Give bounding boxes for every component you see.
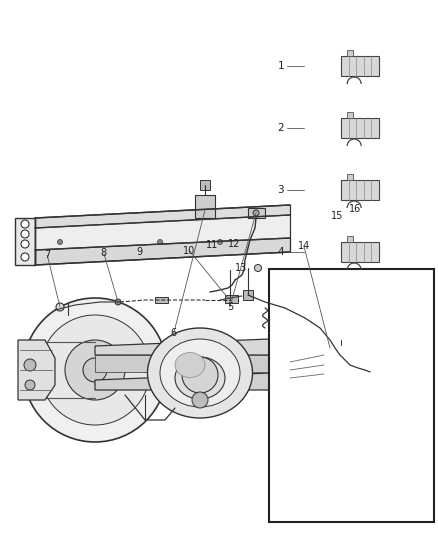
Circle shape xyxy=(350,375,380,405)
Text: 8: 8 xyxy=(101,248,107,258)
Polygon shape xyxy=(35,215,290,250)
Polygon shape xyxy=(347,236,353,242)
Circle shape xyxy=(323,384,335,396)
Polygon shape xyxy=(35,205,290,228)
Polygon shape xyxy=(95,338,295,355)
Text: 2: 2 xyxy=(277,123,284,133)
Ellipse shape xyxy=(175,352,205,377)
Polygon shape xyxy=(341,118,379,138)
Circle shape xyxy=(83,358,107,382)
Circle shape xyxy=(390,402,402,414)
Polygon shape xyxy=(335,345,348,352)
Circle shape xyxy=(24,359,36,371)
Bar xyxy=(269,269,434,522)
Polygon shape xyxy=(200,180,210,190)
Circle shape xyxy=(21,220,29,228)
Polygon shape xyxy=(295,374,360,390)
Polygon shape xyxy=(243,290,253,300)
Polygon shape xyxy=(15,218,35,265)
Circle shape xyxy=(21,230,29,238)
Ellipse shape xyxy=(160,339,240,407)
Text: 4: 4 xyxy=(277,247,284,257)
Polygon shape xyxy=(35,238,290,265)
Text: 3: 3 xyxy=(277,185,284,195)
Circle shape xyxy=(390,366,402,378)
Circle shape xyxy=(115,299,121,305)
Polygon shape xyxy=(18,340,55,400)
Text: 14: 14 xyxy=(298,241,310,251)
Circle shape xyxy=(56,303,64,311)
Circle shape xyxy=(192,392,208,408)
Text: 6: 6 xyxy=(171,328,177,337)
Polygon shape xyxy=(341,180,379,200)
Text: 10: 10 xyxy=(183,246,195,255)
Polygon shape xyxy=(248,208,265,218)
Circle shape xyxy=(253,210,259,216)
Circle shape xyxy=(40,315,150,425)
Circle shape xyxy=(196,228,204,236)
Circle shape xyxy=(350,349,362,361)
Circle shape xyxy=(158,239,162,245)
Polygon shape xyxy=(195,195,215,218)
Circle shape xyxy=(25,380,35,390)
Circle shape xyxy=(21,240,29,248)
Text: 1: 1 xyxy=(277,61,284,71)
Circle shape xyxy=(182,357,218,393)
Circle shape xyxy=(151,228,159,236)
Polygon shape xyxy=(347,174,353,180)
Circle shape xyxy=(57,239,63,245)
Polygon shape xyxy=(95,372,295,390)
Circle shape xyxy=(66,228,74,236)
Circle shape xyxy=(300,325,430,455)
Text: 11: 11 xyxy=(206,240,218,250)
Circle shape xyxy=(65,340,125,400)
Circle shape xyxy=(106,228,114,236)
Circle shape xyxy=(23,298,167,442)
Circle shape xyxy=(350,419,362,431)
Text: 15: 15 xyxy=(331,211,343,221)
Polygon shape xyxy=(341,242,379,262)
Text: 16: 16 xyxy=(349,205,361,214)
Text: 12: 12 xyxy=(228,239,240,248)
Circle shape xyxy=(21,253,29,261)
Text: 9: 9 xyxy=(136,247,142,257)
Text: 7: 7 xyxy=(44,251,50,260)
Polygon shape xyxy=(341,56,379,76)
Ellipse shape xyxy=(148,328,252,418)
Circle shape xyxy=(313,338,417,442)
Polygon shape xyxy=(95,355,295,372)
Circle shape xyxy=(218,239,223,245)
Polygon shape xyxy=(155,297,168,303)
Text: 13: 13 xyxy=(235,263,247,272)
Text: 5: 5 xyxy=(227,302,233,312)
Polygon shape xyxy=(347,50,353,56)
Polygon shape xyxy=(298,348,325,385)
Circle shape xyxy=(357,382,373,398)
Polygon shape xyxy=(225,295,238,303)
Ellipse shape xyxy=(175,357,225,399)
Polygon shape xyxy=(347,112,353,118)
Circle shape xyxy=(241,228,249,236)
Polygon shape xyxy=(285,355,298,385)
Polygon shape xyxy=(295,348,360,367)
Circle shape xyxy=(254,264,261,271)
